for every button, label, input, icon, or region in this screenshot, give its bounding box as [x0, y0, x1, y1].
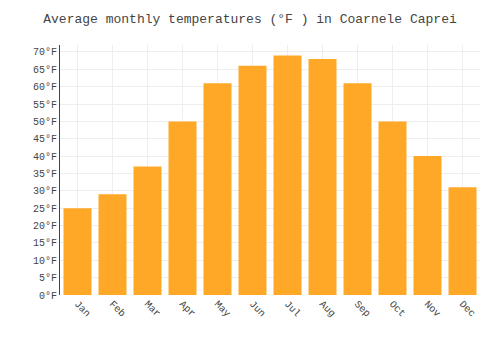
svg-text:Nov: Nov: [422, 299, 443, 320]
svg-text:Mar: Mar: [142, 299, 163, 320]
svg-text:50°F: 50°F: [33, 117, 57, 128]
svg-text:Apr: Apr: [177, 299, 198, 320]
svg-text:Jul: Jul: [282, 299, 303, 320]
svg-text:Feb: Feb: [107, 299, 128, 320]
svg-text:Oct: Oct: [387, 299, 408, 320]
svg-text:Jan: Jan: [72, 299, 93, 320]
svg-text:5°F: 5°F: [39, 273, 57, 284]
svg-text:Jun: Jun: [247, 299, 268, 320]
svg-text:40°F: 40°F: [33, 152, 57, 163]
svg-text:10°F: 10°F: [33, 256, 57, 267]
svg-text:May: May: [212, 299, 233, 320]
svg-text:Sep: Sep: [352, 299, 373, 320]
svg-text:70°F: 70°F: [33, 47, 57, 58]
svg-text:Aug: Aug: [317, 299, 338, 320]
svg-text:65°F: 65°F: [33, 65, 57, 76]
svg-text:Dec: Dec: [457, 299, 478, 320]
svg-text:0°F: 0°F: [39, 291, 57, 302]
svg-text:55°F: 55°F: [33, 100, 57, 111]
svg-text:Average monthly temperatures (: Average monthly temperatures (°F ) in Co…: [43, 12, 457, 27]
svg-text:25°F: 25°F: [33, 204, 57, 215]
svg-text:60°F: 60°F: [33, 82, 57, 93]
svg-text:35°F: 35°F: [33, 169, 57, 180]
svg-text:30°F: 30°F: [33, 186, 57, 197]
svg-text:20°F: 20°F: [33, 221, 57, 232]
svg-text:45°F: 45°F: [33, 134, 57, 145]
svg-text:15°F: 15°F: [33, 238, 57, 249]
